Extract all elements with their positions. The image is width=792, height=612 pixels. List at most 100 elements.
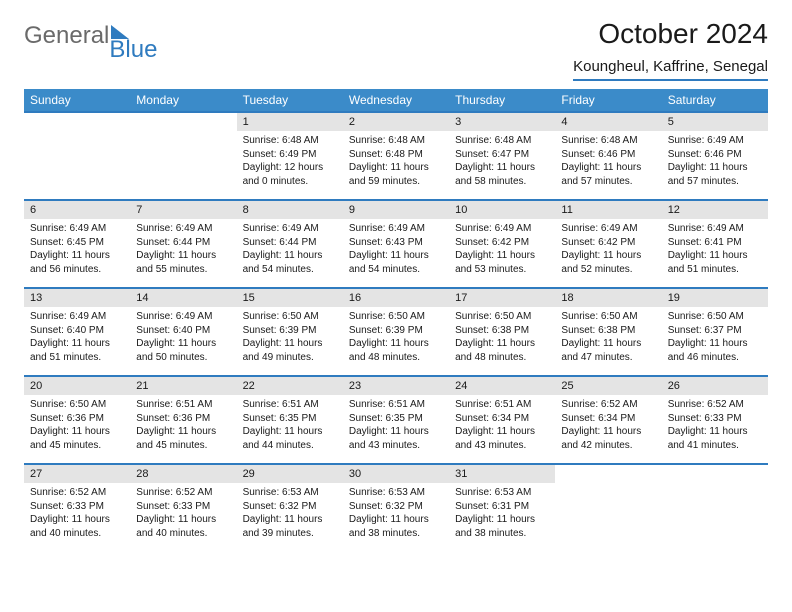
day-details: Sunrise: 6:50 AMSunset: 6:37 PMDaylight:… bbox=[662, 307, 768, 370]
day-details: Sunrise: 6:52 AMSunset: 6:33 PMDaylight:… bbox=[662, 395, 768, 458]
sunrise-text: Sunrise: 6:52 AM bbox=[136, 486, 230, 500]
sunset-text: Sunset: 6:35 PM bbox=[243, 412, 337, 426]
calendar-day-cell: 2Sunrise: 6:48 AMSunset: 6:48 PMDaylight… bbox=[343, 112, 449, 200]
weekday-header: Thursday bbox=[449, 89, 555, 112]
day-details: Sunrise: 6:51 AMSunset: 6:34 PMDaylight:… bbox=[449, 395, 555, 458]
sunrise-text: Sunrise: 6:50 AM bbox=[349, 310, 443, 324]
sunrise-text: Sunrise: 6:49 AM bbox=[243, 222, 337, 236]
sunrise-text: Sunrise: 6:49 AM bbox=[668, 222, 762, 236]
sunset-text: Sunset: 6:40 PM bbox=[30, 324, 124, 338]
daylight-text: Daylight: 11 hours and 52 minutes. bbox=[561, 249, 655, 276]
sunrise-text: Sunrise: 6:49 AM bbox=[30, 310, 124, 324]
day-details: Sunrise: 6:53 AMSunset: 6:32 PMDaylight:… bbox=[237, 483, 343, 546]
day-details: Sunrise: 6:52 AMSunset: 6:34 PMDaylight:… bbox=[555, 395, 661, 458]
sunset-text: Sunset: 6:46 PM bbox=[668, 148, 762, 162]
logo: General Blue bbox=[24, 18, 179, 50]
day-number: 26 bbox=[662, 377, 768, 395]
sunset-text: Sunset: 6:36 PM bbox=[136, 412, 230, 426]
calendar-day-cell: 25Sunrise: 6:52 AMSunset: 6:34 PMDayligh… bbox=[555, 376, 661, 464]
day-details: Sunrise: 6:52 AMSunset: 6:33 PMDaylight:… bbox=[24, 483, 130, 546]
calendar-header-row: SundayMondayTuesdayWednesdayThursdayFrid… bbox=[24, 89, 768, 112]
sunset-text: Sunset: 6:39 PM bbox=[243, 324, 337, 338]
day-details: Sunrise: 6:49 AMSunset: 6:42 PMDaylight:… bbox=[555, 219, 661, 282]
calendar-week-row: 13Sunrise: 6:49 AMSunset: 6:40 PMDayligh… bbox=[24, 288, 768, 376]
day-details: Sunrise: 6:50 AMSunset: 6:38 PMDaylight:… bbox=[449, 307, 555, 370]
calendar-day-cell: 13Sunrise: 6:49 AMSunset: 6:40 PMDayligh… bbox=[24, 288, 130, 376]
daylight-text: Daylight: 11 hours and 57 minutes. bbox=[668, 161, 762, 188]
day-details: Sunrise: 6:50 AMSunset: 6:39 PMDaylight:… bbox=[343, 307, 449, 370]
sunrise-text: Sunrise: 6:49 AM bbox=[561, 222, 655, 236]
sunrise-text: Sunrise: 6:48 AM bbox=[561, 134, 655, 148]
sunrise-text: Sunrise: 6:50 AM bbox=[561, 310, 655, 324]
weekday-header: Wednesday bbox=[343, 89, 449, 112]
daylight-text: Daylight: 11 hours and 39 minutes. bbox=[243, 513, 337, 540]
sunrise-text: Sunrise: 6:48 AM bbox=[243, 134, 337, 148]
sunset-text: Sunset: 6:44 PM bbox=[243, 236, 337, 250]
sunset-text: Sunset: 6:47 PM bbox=[455, 148, 549, 162]
day-details: Sunrise: 6:51 AMSunset: 6:36 PMDaylight:… bbox=[130, 395, 236, 458]
daylight-text: Daylight: 11 hours and 43 minutes. bbox=[455, 425, 549, 452]
sunrise-text: Sunrise: 6:51 AM bbox=[243, 398, 337, 412]
calendar-day-cell: 9Sunrise: 6:49 AMSunset: 6:43 PMDaylight… bbox=[343, 200, 449, 288]
sunset-text: Sunset: 6:32 PM bbox=[243, 500, 337, 514]
sunset-text: Sunset: 6:49 PM bbox=[243, 148, 337, 162]
sunrise-text: Sunrise: 6:53 AM bbox=[455, 486, 549, 500]
sunrise-text: Sunrise: 6:49 AM bbox=[455, 222, 549, 236]
calendar-day-cell: 12Sunrise: 6:49 AMSunset: 6:41 PMDayligh… bbox=[662, 200, 768, 288]
day-number: 31 bbox=[449, 465, 555, 483]
calendar-day-cell bbox=[662, 464, 768, 552]
logo-text-general: General bbox=[24, 22, 109, 50]
sunset-text: Sunset: 6:44 PM bbox=[136, 236, 230, 250]
sunset-text: Sunset: 6:34 PM bbox=[561, 412, 655, 426]
calendar-day-cell: 27Sunrise: 6:52 AMSunset: 6:33 PMDayligh… bbox=[24, 464, 130, 552]
day-number: 17 bbox=[449, 289, 555, 307]
sunset-text: Sunset: 6:36 PM bbox=[30, 412, 124, 426]
sunrise-text: Sunrise: 6:48 AM bbox=[455, 134, 549, 148]
day-details: Sunrise: 6:53 AMSunset: 6:31 PMDaylight:… bbox=[449, 483, 555, 546]
daylight-text: Daylight: 11 hours and 50 minutes. bbox=[136, 337, 230, 364]
day-number: 22 bbox=[237, 377, 343, 395]
calendar-day-cell: 30Sunrise: 6:53 AMSunset: 6:32 PMDayligh… bbox=[343, 464, 449, 552]
daylight-text: Daylight: 11 hours and 58 minutes. bbox=[455, 161, 549, 188]
calendar-day-cell: 5Sunrise: 6:49 AMSunset: 6:46 PMDaylight… bbox=[662, 112, 768, 200]
sunrise-text: Sunrise: 6:52 AM bbox=[668, 398, 762, 412]
day-number: 18 bbox=[555, 289, 661, 307]
calendar-day-cell: 21Sunrise: 6:51 AMSunset: 6:36 PMDayligh… bbox=[130, 376, 236, 464]
sunrise-text: Sunrise: 6:51 AM bbox=[349, 398, 443, 412]
calendar-day-cell: 4Sunrise: 6:48 AMSunset: 6:46 PMDaylight… bbox=[555, 112, 661, 200]
day-number: 10 bbox=[449, 201, 555, 219]
logo-text-blue: Blue bbox=[109, 36, 157, 64]
calendar-day-cell: 24Sunrise: 6:51 AMSunset: 6:34 PMDayligh… bbox=[449, 376, 555, 464]
daylight-text: Daylight: 11 hours and 43 minutes. bbox=[349, 425, 443, 452]
sunrise-text: Sunrise: 6:49 AM bbox=[30, 222, 124, 236]
daylight-text: Daylight: 11 hours and 51 minutes. bbox=[668, 249, 762, 276]
day-details: Sunrise: 6:53 AMSunset: 6:32 PMDaylight:… bbox=[343, 483, 449, 546]
day-number: 14 bbox=[130, 289, 236, 307]
day-number: 9 bbox=[343, 201, 449, 219]
day-number: 8 bbox=[237, 201, 343, 219]
day-details: Sunrise: 6:49 AMSunset: 6:40 PMDaylight:… bbox=[24, 307, 130, 370]
daylight-text: Daylight: 11 hours and 38 minutes. bbox=[455, 513, 549, 540]
page-title: October 2024 bbox=[573, 18, 768, 50]
day-details: Sunrise: 6:49 AMSunset: 6:43 PMDaylight:… bbox=[343, 219, 449, 282]
sunrise-text: Sunrise: 6:49 AM bbox=[136, 310, 230, 324]
day-number: 15 bbox=[237, 289, 343, 307]
day-number: 19 bbox=[662, 289, 768, 307]
calendar-day-cell: 11Sunrise: 6:49 AMSunset: 6:42 PMDayligh… bbox=[555, 200, 661, 288]
calendar-day-cell: 26Sunrise: 6:52 AMSunset: 6:33 PMDayligh… bbox=[662, 376, 768, 464]
sunset-text: Sunset: 6:42 PM bbox=[561, 236, 655, 250]
sunset-text: Sunset: 6:39 PM bbox=[349, 324, 443, 338]
day-number: 4 bbox=[555, 113, 661, 131]
weekday-header: Sunday bbox=[24, 89, 130, 112]
calendar-day-cell: 10Sunrise: 6:49 AMSunset: 6:42 PMDayligh… bbox=[449, 200, 555, 288]
daylight-text: Daylight: 11 hours and 40 minutes. bbox=[136, 513, 230, 540]
day-number: 27 bbox=[24, 465, 130, 483]
day-details: Sunrise: 6:49 AMSunset: 6:44 PMDaylight:… bbox=[130, 219, 236, 282]
calendar-day-cell: 16Sunrise: 6:50 AMSunset: 6:39 PMDayligh… bbox=[343, 288, 449, 376]
calendar-day-cell: 20Sunrise: 6:50 AMSunset: 6:36 PMDayligh… bbox=[24, 376, 130, 464]
day-details: Sunrise: 6:50 AMSunset: 6:36 PMDaylight:… bbox=[24, 395, 130, 458]
calendar-day-cell: 3Sunrise: 6:48 AMSunset: 6:47 PMDaylight… bbox=[449, 112, 555, 200]
sunrise-text: Sunrise: 6:50 AM bbox=[243, 310, 337, 324]
daylight-text: Daylight: 11 hours and 49 minutes. bbox=[243, 337, 337, 364]
weekday-header: Monday bbox=[130, 89, 236, 112]
